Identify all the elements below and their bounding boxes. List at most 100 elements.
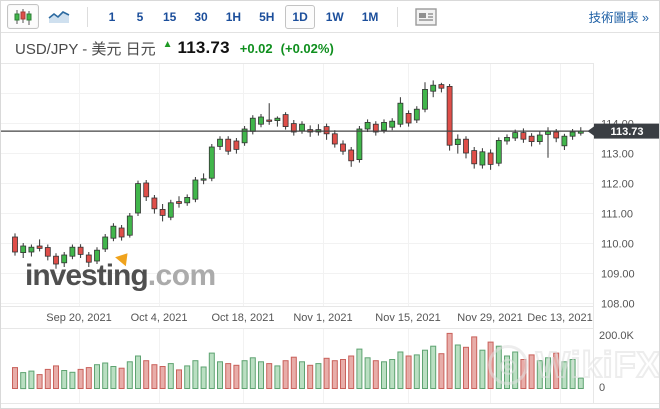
candle-up [110, 225, 117, 239]
toolbar: 1 5 15 30 1H 5H 1D 1W 1M [1, 1, 659, 33]
volume-bar [167, 363, 174, 390]
candle-up [536, 134, 543, 142]
date-axis-label: Oct 18, 2021 [212, 312, 275, 324]
volume-bar [28, 370, 35, 390]
candlestick-chart-type-button[interactable] [7, 4, 39, 29]
volume-bar [528, 354, 535, 389]
technical-chart-link[interactable]: 技術圖表 » [588, 11, 649, 25]
candle-up [126, 215, 133, 236]
candle-down [446, 85, 453, 146]
volume-axis-max-label: 200.0K [599, 330, 635, 342]
candle-down [282, 114, 289, 127]
timeframe-1h[interactable]: 1H [219, 5, 248, 29]
volume-bar [110, 366, 117, 389]
volume-bar [569, 359, 576, 389]
candle-down [372, 123, 379, 133]
volume-bar [356, 348, 363, 390]
volume-bar [397, 351, 404, 389]
volume-bar [323, 357, 330, 389]
candle-up [512, 132, 519, 139]
volume-bar [463, 346, 469, 389]
volume-bar [504, 355, 510, 389]
line-chart-type-button[interactable] [43, 4, 75, 29]
candle-down [12, 236, 18, 253]
candle-up [61, 254, 68, 264]
volume-bar [372, 360, 379, 390]
volume-bar [495, 345, 502, 390]
timeframe-15[interactable]: 15 [156, 5, 183, 29]
volume-bar [102, 362, 109, 389]
current-price-pointer [587, 126, 595, 137]
volume-bar [159, 366, 166, 389]
date-axis-label: Nov 1, 2021 [293, 312, 352, 324]
volume-bar [479, 349, 486, 390]
volume-bar [315, 363, 322, 390]
candlestick-chart[interactable]: 114.00113.00112.00111.00110.00109.00108.… [1, 63, 660, 409]
candle-up [258, 116, 264, 125]
volume-bar [487, 341, 494, 390]
price-axis-label: 113.00 [601, 149, 634, 161]
volume-bar [577, 377, 584, 390]
timeframe-1d[interactable]: 1D [285, 4, 315, 29]
news-panel-button[interactable] [410, 4, 442, 29]
volume-axis-zero-label: 0 [599, 382, 605, 394]
price-up-arrow-icon: ▲ [162, 38, 173, 50]
volume-bar [135, 355, 141, 389]
volume-bar [208, 352, 215, 390]
volume-bar [381, 361, 387, 389]
price-axis-label: 111.00 [601, 209, 633, 221]
candle-up [249, 117, 256, 132]
volume-bar [118, 367, 125, 390]
volume-bar [192, 360, 199, 390]
timeframe-1[interactable]: 1 [100, 5, 124, 29]
candle-up [381, 122, 387, 131]
volume-bar [225, 363, 232, 390]
volume-bar [258, 361, 264, 389]
candle-up [184, 196, 191, 204]
timeframe-5[interactable]: 5 [128, 5, 152, 29]
volume-bar [438, 353, 445, 390]
candle-up [192, 179, 199, 200]
timeframe-1w[interactable]: 1W [319, 5, 351, 29]
candle-down [528, 135, 535, 142]
candle-down [233, 140, 240, 150]
volume-bar [176, 369, 182, 389]
date-axis-label: Sep 20, 2021 [46, 312, 111, 324]
volume-bar [299, 361, 305, 389]
timeframe-5h[interactable]: 5H [252, 5, 281, 29]
volume-bar [422, 349, 428, 390]
candle-down [553, 131, 560, 139]
candle-up [20, 245, 27, 253]
candle-down [323, 126, 330, 135]
current-price-badge [594, 123, 659, 139]
volume-bar [36, 374, 43, 390]
date-axis-label: Dec 13, 2021 [527, 312, 592, 324]
candle-up [495, 140, 502, 164]
timeframe-1m[interactable]: 1M [355, 5, 386, 29]
timeframe-30[interactable]: 30 [187, 5, 214, 29]
candle-down [159, 208, 166, 216]
volume-bar [471, 336, 478, 389]
volume-bar [126, 361, 133, 389]
volume-bar [430, 345, 437, 390]
instrument-header: USD/JPY - 美元 日元 ▲ 113.73 +0.02 (+0.02%) [1, 33, 659, 63]
candle-up [135, 183, 141, 214]
volume-bar [241, 360, 248, 390]
toolbar-separator [397, 6, 399, 27]
instrument-name: USD/JPY - 美元 日元 [15, 40, 156, 58]
candle-down [225, 138, 232, 152]
volume-bar [348, 355, 355, 389]
candle-down [151, 197, 158, 210]
candle-up [397, 102, 404, 125]
candle-up [241, 128, 248, 144]
candle-down [487, 152, 494, 165]
volume-bar [85, 367, 92, 390]
volume-bar [282, 360, 289, 390]
volume-bar [536, 360, 543, 390]
volume-bar [413, 354, 420, 389]
volume-bar [454, 344, 461, 389]
candle-up [422, 88, 428, 110]
candle-up [69, 246, 76, 257]
candle-down [36, 245, 43, 249]
date-axis-label: Oct 4, 2021 [131, 312, 188, 324]
